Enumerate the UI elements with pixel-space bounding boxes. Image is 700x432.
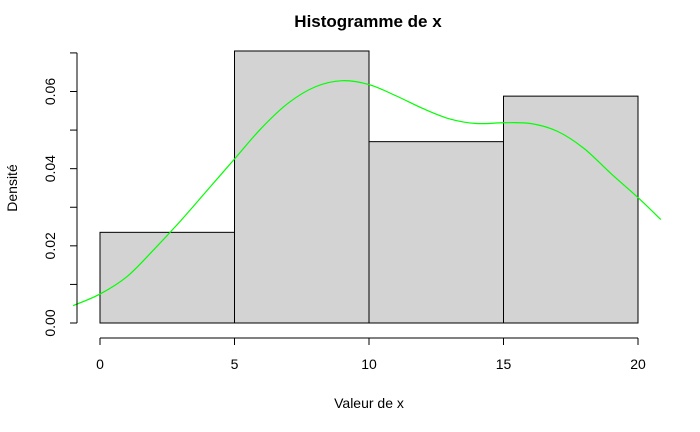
x-axis: 0 5 10 15 20: [96, 337, 646, 372]
x-tick-label-3: 15: [496, 356, 512, 372]
y-tick-label-3: 0.06: [42, 78, 58, 105]
x-tick-label-1: 5: [231, 356, 239, 372]
y-tick-label-2: 0.04: [42, 155, 58, 182]
histogram-bar-3: [503, 95, 639, 324]
x-tick-label-2: 10: [361, 356, 377, 372]
y-axis: 0.00 0.02 0.04 0.06: [42, 52, 78, 337]
density-curve-group: [72, 80, 662, 307]
y-tick-label-1: 0.02: [42, 232, 58, 259]
x-axis-label: Valeur de x: [334, 395, 404, 411]
x-tick-label-4: 20: [630, 356, 646, 372]
density-curve-line: [72, 80, 662, 307]
histogram-bar-0: [99, 231, 235, 324]
y-axis-label: Densité: [4, 164, 20, 212]
bars-group: [99, 50, 639, 324]
y-tick-label-0: 0.00: [42, 309, 58, 336]
chart-title: Histogramme de x: [294, 12, 442, 31]
x-tick-label-0: 0: [96, 356, 104, 372]
histogram-bar-2: [368, 141, 504, 324]
histogram-bar-1: [234, 50, 370, 324]
